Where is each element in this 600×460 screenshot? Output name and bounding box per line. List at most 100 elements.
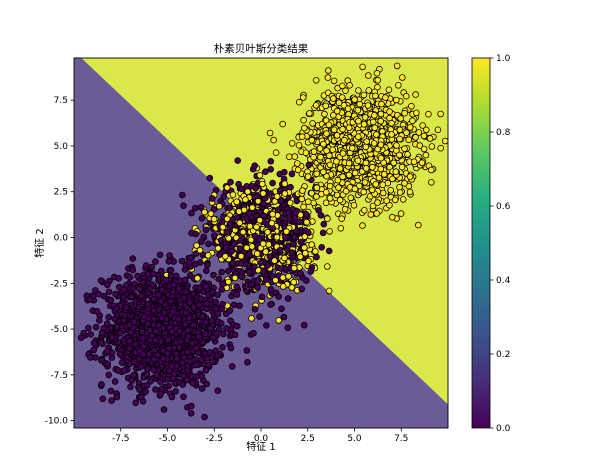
scatter-point [218,286,226,293]
scatter-point [179,359,186,367]
scatter-point [392,96,400,104]
scatter-point [104,281,111,289]
scatter-point [360,207,368,214]
scatter-point [203,300,210,307]
scatter-point [234,157,242,164]
scatter-point [360,91,368,99]
scatter-point [218,320,225,327]
scatter-point [134,272,141,280]
scatter-point [285,273,292,280]
scatter-point [360,121,368,128]
scatter-point [406,188,414,196]
scatter-point [65,388,71,394]
scatter-point [197,295,205,302]
scatter-point [306,110,313,117]
scatter-point [277,198,285,205]
scatter-point [380,171,388,178]
scatter-point [156,251,164,259]
scatter-point [150,355,158,363]
scatter-point [459,83,465,89]
scatter-point [258,293,266,301]
scatter-point [296,253,304,261]
scatter-point [142,388,149,396]
scatter-point [140,343,147,350]
scatter-point [313,184,321,192]
scatter-point [299,187,306,194]
scatter-point [325,121,333,129]
scatter-point [334,176,342,184]
scatter-point [148,263,156,271]
scatter-point [183,376,191,384]
scatter-point [326,195,334,202]
scatter-point [217,237,225,244]
scatter-point [276,246,284,254]
scatter-point [99,395,107,403]
scatter-point [418,159,426,167]
scatter-point [229,191,237,199]
scatter-point [396,126,404,134]
scatter-point [302,211,310,218]
scatter-point [379,181,387,189]
scatter-point [220,193,228,200]
scatter-point [323,130,330,137]
scatter-point [351,169,359,177]
scatter-point [398,163,406,171]
scatter-point [223,184,231,191]
scatter-point [188,340,196,347]
scatter-point [137,393,145,401]
scatter-point [354,133,362,141]
scatter-point [158,385,166,393]
scatter-point [204,261,211,269]
scatter-point [354,157,362,165]
scatter-point [263,322,270,329]
scatter-point [308,189,316,197]
scatter-point [437,144,445,152]
scatter-point [146,285,154,293]
scatter-point [325,152,333,159]
x-axis-label: 特征 1 [246,441,276,453]
scatter-point [434,126,442,134]
scatter-point [372,181,380,188]
scatter-point [312,102,320,109]
scatter-point [199,313,207,320]
scatter-point [158,314,166,322]
scatter-point [401,145,408,153]
scatter-point [307,268,315,275]
scatter-point [113,393,121,401]
scatter-point [246,251,253,258]
scatter-point [155,291,162,299]
scatter-point [184,326,192,334]
scatter-point [399,196,407,203]
scatter-point [427,179,435,186]
scatter-point [202,330,209,338]
scatter-point [286,216,293,223]
scatter-point [288,249,296,256]
scatter-point [175,285,183,293]
scatter-point [355,117,362,125]
scatter-point [117,329,124,337]
scatter-point [290,264,298,272]
scatter-point [386,108,393,115]
scatter-point [356,100,364,108]
scatter-point [87,330,95,338]
scatter-point [412,109,420,117]
scatter-points [65,62,465,421]
scatter-point [176,327,184,335]
scatter-point [362,165,370,172]
scatter-point [228,363,236,370]
scatter-point [304,198,312,206]
scatter-point [267,166,275,173]
scatter-point [377,141,385,149]
scatter-point [402,92,410,100]
scatter-point [373,131,380,138]
x-tick-label: -5.0 [159,434,177,444]
scatter-point [370,140,378,147]
scatter-point [254,278,261,286]
scatter-point [365,87,373,94]
y-tick-label: 5.0 [54,142,69,152]
scatter-point [219,223,227,231]
scatter-point [372,92,379,100]
scatter-point [186,299,194,306]
scatter-point [203,282,210,290]
scatter-point [210,215,218,223]
